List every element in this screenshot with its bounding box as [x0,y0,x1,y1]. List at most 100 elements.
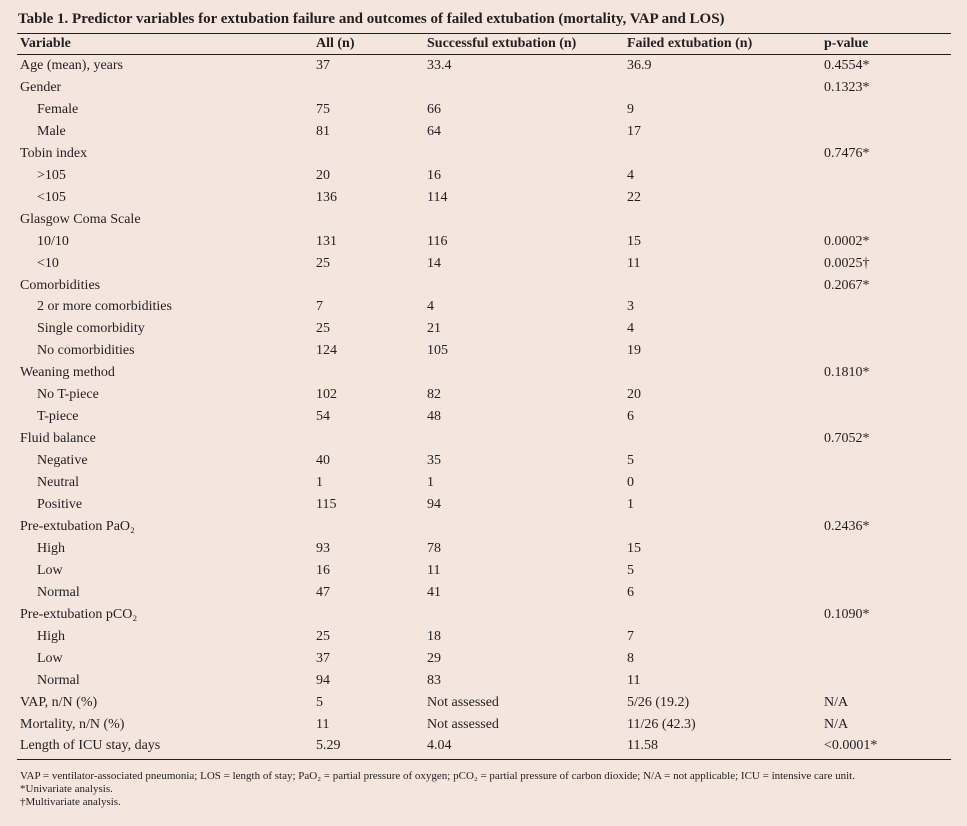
cell: 5 [316,694,323,710]
cell: 40 [316,453,330,469]
cell: Not assessed [427,694,499,710]
cell: 4 [627,167,634,183]
row-label: Comorbidities [20,277,101,293]
cell: 16 [316,562,330,578]
cell: 11 [427,562,441,578]
row-label: Glasgow Coma Scale [20,211,141,227]
column-header: Variable [20,36,71,51]
cell: Not assessed [427,716,499,732]
column-header: Failed extubation (n) [627,36,753,51]
cell: 36.9 [627,58,652,73]
cell: 37 [316,650,330,666]
sub-row-label: Positive [37,497,83,512]
cell: 3 [627,299,634,315]
cell: 66 [427,101,441,117]
sub-row-label: <105 [37,189,66,205]
sub-row-label: No T-piece [37,387,99,403]
cell: 0.7476* [824,145,870,161]
cell: 81 [316,123,330,139]
cell: 11 [316,716,330,732]
cell: 35 [427,453,441,469]
column-header: Successful extubation (n) [427,36,577,51]
cell: 11 [627,255,641,271]
sub-row-label: >105 [37,167,66,183]
row-label: VAP, n/N (%) [20,694,98,710]
cell: 124 [316,343,337,359]
sub-row-label: Normal [37,672,80,688]
cell: 20 [316,167,330,183]
cell: 18 [427,628,441,644]
row-label: Fluid balance [20,431,96,447]
cell: 116 [427,233,448,249]
cell: 33.4 [427,58,452,73]
cell: 83 [427,672,441,688]
cell: 102 [316,387,337,403]
column-header: All (n) [316,36,355,51]
cell: 41 [427,584,441,600]
sub-row-label: High [37,540,65,556]
row-label: Length of ICU stay, days [20,738,161,754]
column-header: p-value [824,36,869,51]
cell: 29 [427,650,441,666]
cell: 11.58 [627,738,658,754]
footnote: †Multivariate analysis. [20,796,121,808]
cell: 14 [427,255,441,271]
cell: 15 [627,233,641,249]
cell: 7 [316,299,323,315]
cell: 21 [427,321,441,337]
table-title: Table 1. Predictor variables for extubat… [18,11,725,27]
cell: 1 [627,497,634,512]
sub-row-label: 10/10 [37,233,69,249]
cell: 0 [627,475,634,491]
cell: 0.7052* [824,431,870,447]
cell: 5/26 (19.2) [627,694,690,710]
cell: 114 [427,189,448,205]
cell: 115 [316,497,337,512]
sub-row-label: Low [37,562,63,578]
cell: 75 [316,101,330,117]
cell: N/A [824,694,849,710]
cell: 6 [627,409,634,425]
sub-row-label: Low [37,650,63,666]
cell: 64 [427,123,441,139]
row-label: Age (mean), years [20,58,124,73]
sub-row-label: Negative [37,453,88,469]
cell: 37 [316,58,330,73]
cell: 5 [627,562,634,578]
sub-row-label: Single comorbidity [37,321,145,337]
cell: 6 [627,584,634,600]
cell: 54 [316,409,330,425]
cell: 82 [427,387,441,403]
cell: 11/26 (42.3) [627,716,696,732]
cell: <0.0001* [824,738,878,754]
rule [17,33,951,34]
cell: 9 [627,101,634,117]
cell: 94 [427,497,441,512]
cell: 0.0002* [824,233,870,249]
cell: 0.0025† [824,255,870,271]
cell: 0.2436* [824,518,870,534]
cell: 47 [316,584,330,600]
cell: 48 [427,409,441,425]
sub-row-label: T-piece [37,409,79,425]
cell: 0.1323* [824,79,870,95]
cell: 0.2067* [824,277,870,293]
cell: 1 [427,475,434,491]
row-label: Pre-extubation pCO₂ [20,606,138,622]
sub-row-label: Female [37,101,79,117]
cell: 4 [627,321,634,337]
cell: 22 [627,189,641,205]
cell: 94 [316,672,330,688]
cell: 17 [627,123,641,139]
cell: 0.1090* [824,606,870,622]
cell: 131 [316,233,337,249]
cell: 7 [627,628,634,644]
sub-row-label: High [37,628,65,644]
cell: 0.4554* [824,58,870,73]
sub-row-label: No comorbidities [37,343,135,359]
rule [17,54,951,55]
row-label: Mortality, n/N (%) [20,716,125,732]
cell: 25 [316,255,330,271]
row-label: Weaning method [20,365,115,381]
